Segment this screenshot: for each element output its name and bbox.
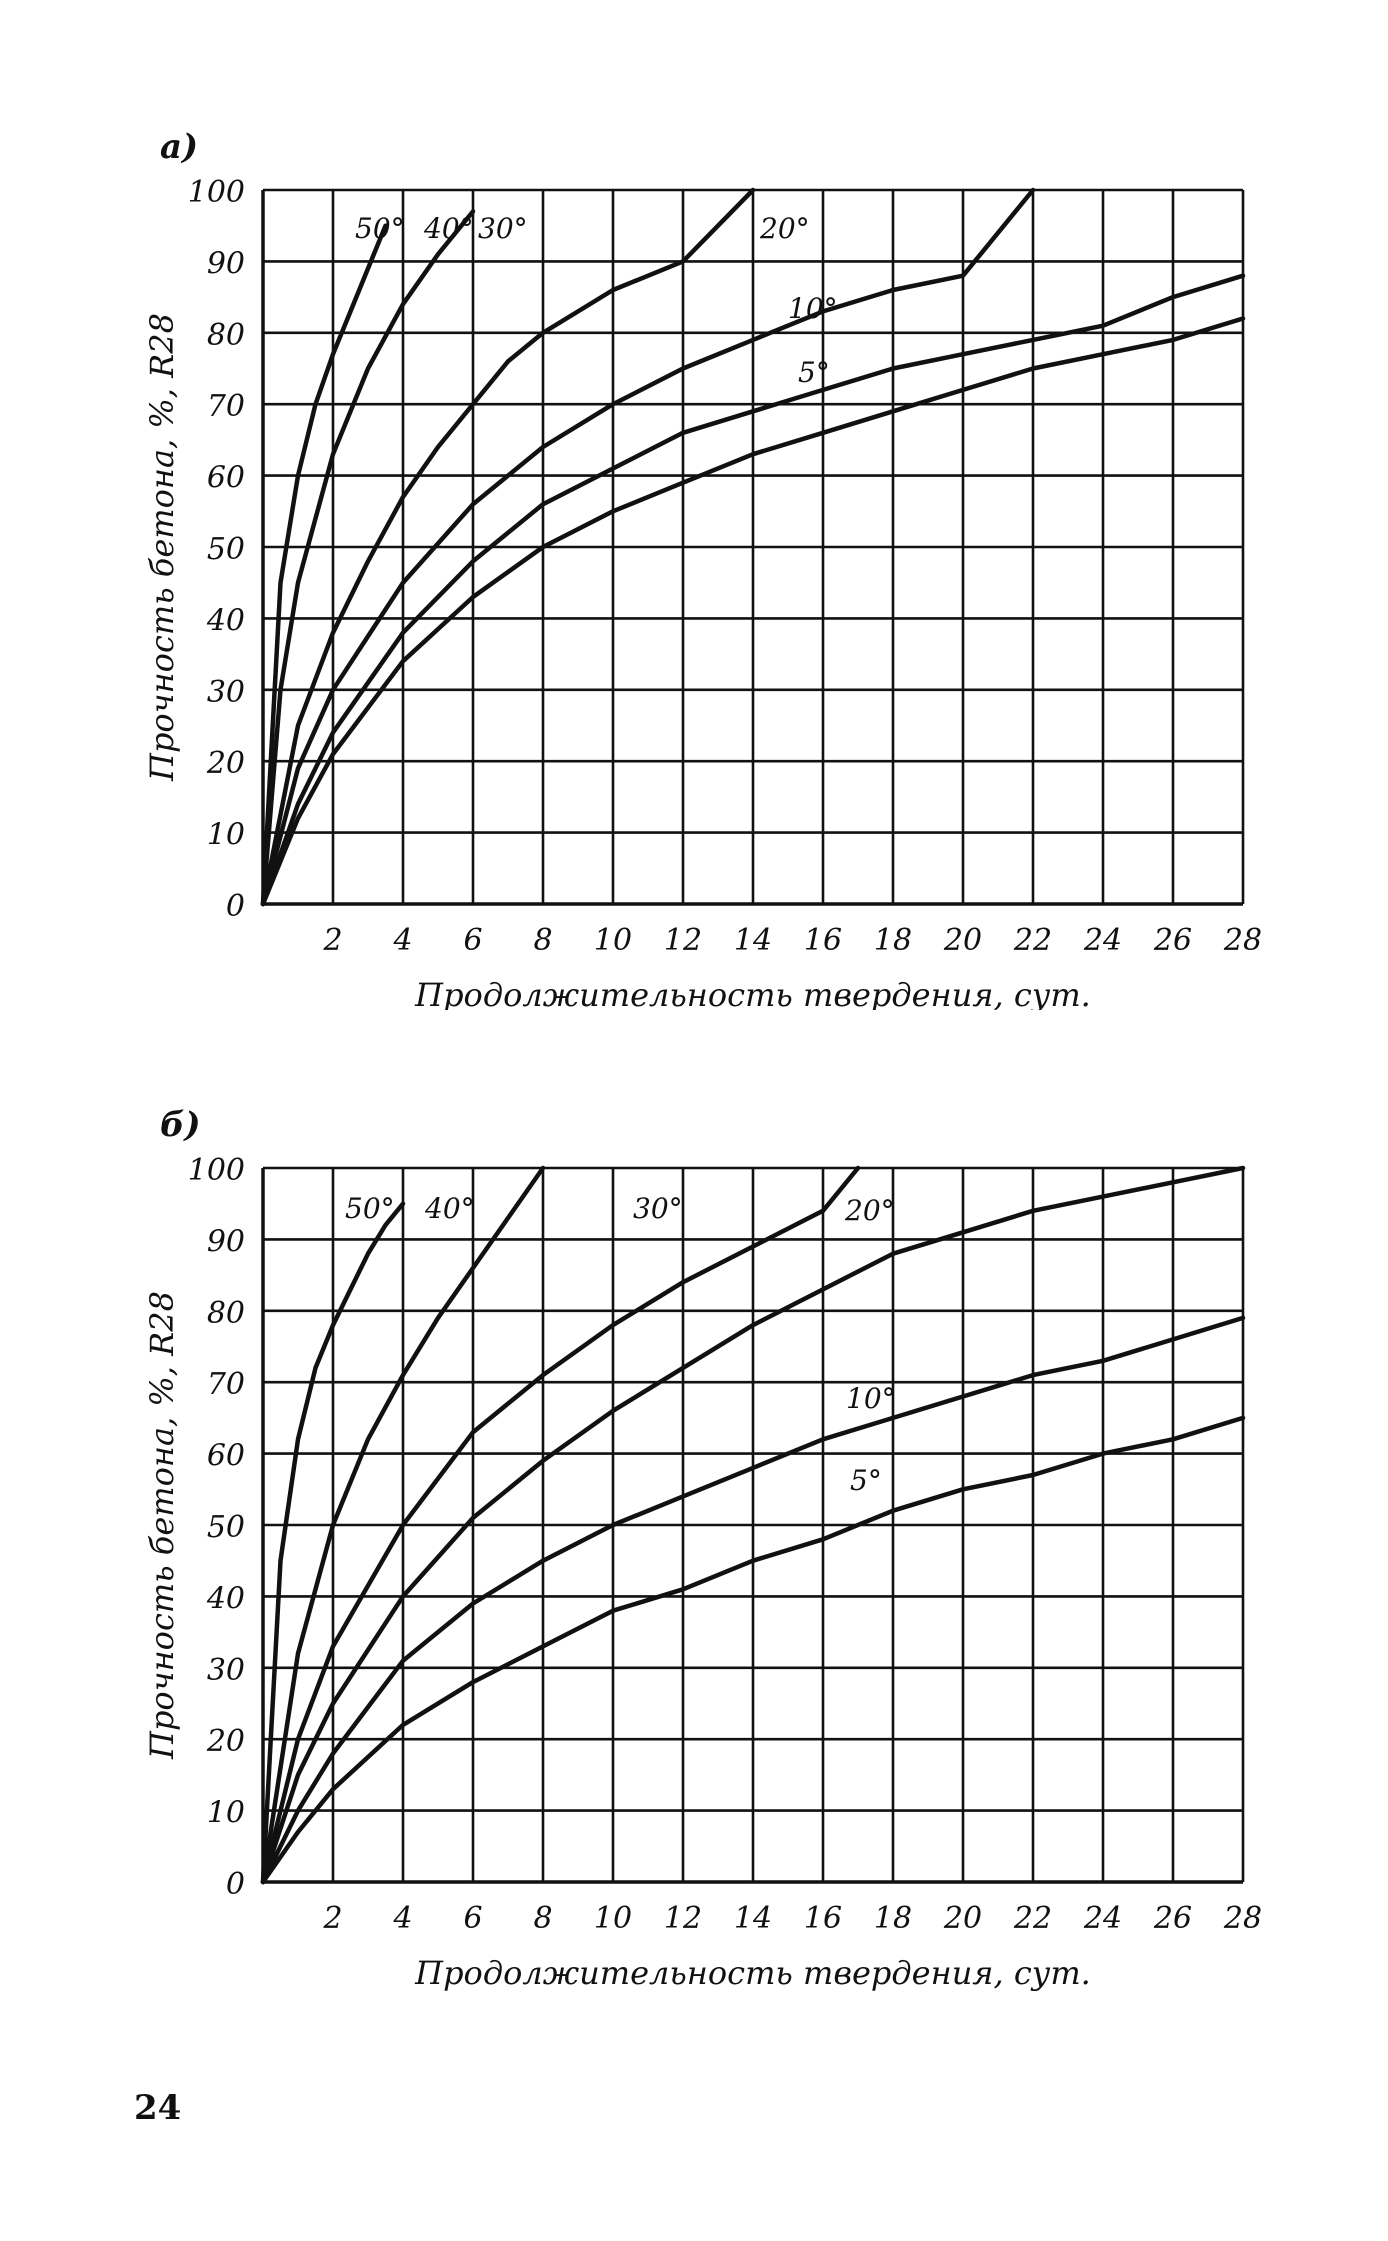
series-label: 10° (846, 1382, 896, 1415)
y-axis-label: Прочность бетона, %, R28 (143, 1291, 181, 1760)
y-tick-label: 50 (207, 532, 245, 567)
series-line (260, 316, 1246, 907)
y-tick-label: 50 (207, 1510, 245, 1545)
x-tick-label: 12 (664, 1901, 702, 1936)
series-line (260, 1165, 546, 1885)
x-tick-label: 22 (1013, 923, 1052, 958)
y-tick-label: 70 (207, 1367, 245, 1402)
y-tick-label: 0 (226, 1867, 245, 1902)
y-tick-label: 40 (206, 1581, 245, 1616)
x-tick-label: 20 (943, 1901, 982, 1936)
series-label: 5° (850, 1464, 882, 1497)
x-tick-label: 14 (734, 1901, 772, 1936)
series-label: 20° (844, 1194, 895, 1227)
y-tick-label: 40 (206, 603, 245, 638)
x-tick-label: 28 (1223, 1901, 1262, 1936)
x-tick-label: 2 (322, 923, 342, 958)
x-tick-label: 24 (1083, 1901, 1122, 1936)
x-tick-label: 16 (804, 1901, 842, 1936)
panel-label: б) (160, 1105, 201, 1145)
x-tick-label: 22 (1013, 1901, 1052, 1936)
x-tick-label: 12 (664, 923, 702, 958)
x-axis-label: Продолжительность твердения, сут. (414, 976, 1091, 1010)
y-tick-label: 10 (207, 818, 245, 853)
y-tick-label: 90 (207, 246, 245, 281)
y-tick-label: 20 (206, 746, 245, 781)
series-line (260, 1415, 1246, 1885)
series-label: 50° (345, 1192, 395, 1225)
x-tick-label: 4 (392, 923, 412, 958)
series-line (260, 223, 388, 907)
x-tick-label: 10 (594, 923, 632, 958)
y-tick-label: 60 (207, 461, 245, 496)
x-tick-label: 26 (1153, 1901, 1192, 1936)
x-axis-label: Продолжительность твердения, сут. (414, 1954, 1091, 1992)
series-label: 20° (759, 212, 810, 245)
series-line (260, 1201, 406, 1885)
y-tick-label: 80 (207, 318, 245, 353)
y-tick-label: 0 (226, 889, 245, 924)
series-line (260, 209, 476, 907)
x-tick-label: 10 (594, 1901, 632, 1936)
y-axis-label: Прочность бетона, %, R28 (143, 313, 181, 782)
x-tick-label: 16 (804, 923, 842, 958)
series-line (260, 1315, 1246, 1885)
series-label: 40° (423, 212, 474, 245)
y-tick-label: 60 (207, 1439, 245, 1474)
series-line (260, 1165, 1246, 1885)
y-tick-label: 20 (206, 1724, 245, 1759)
x-tick-label: 6 (463, 923, 482, 958)
series-label: 30° (478, 212, 528, 245)
panel-label: а) (160, 127, 198, 167)
y-tick-label: 90 (207, 1224, 245, 1259)
y-tick-label: 30 (207, 1653, 245, 1688)
y-tick-label: 70 (207, 389, 245, 424)
y-tick-label: 30 (207, 675, 245, 710)
x-tick-label: 18 (874, 923, 912, 958)
page-number: 24 (134, 2088, 182, 2128)
series-line (260, 187, 1036, 907)
x-tick-label: 14 (734, 923, 772, 958)
x-tick-label: 6 (463, 1901, 482, 1936)
y-tick-label: 100 (188, 1153, 245, 1188)
y-tick-label: 80 (207, 1296, 245, 1331)
series-label: 5° (798, 356, 830, 389)
x-tick-label: 18 (874, 1901, 912, 1936)
y-tick-label: 100 (188, 175, 245, 210)
series-label: 10° (788, 292, 838, 325)
series-line (260, 1165, 861, 1885)
x-tick-label: 24 (1083, 923, 1122, 958)
series-line (260, 273, 1246, 907)
grid (263, 1166, 1245, 1884)
x-tick-label: 26 (1153, 923, 1192, 958)
series-line (260, 187, 756, 907)
y-tick-label: 10 (207, 1796, 245, 1831)
x-tick-label: 28 (1223, 923, 1262, 958)
x-tick-label: 4 (392, 1901, 412, 1936)
series-label: 40° (424, 1192, 475, 1225)
x-tick-label: 2 (322, 1901, 342, 1936)
x-tick-label: 8 (533, 1901, 552, 1936)
x-tick-label: 8 (533, 923, 552, 958)
series-label: 30° (633, 1192, 683, 1225)
series-label: 50° (355, 212, 405, 245)
x-tick-label: 20 (943, 923, 982, 958)
